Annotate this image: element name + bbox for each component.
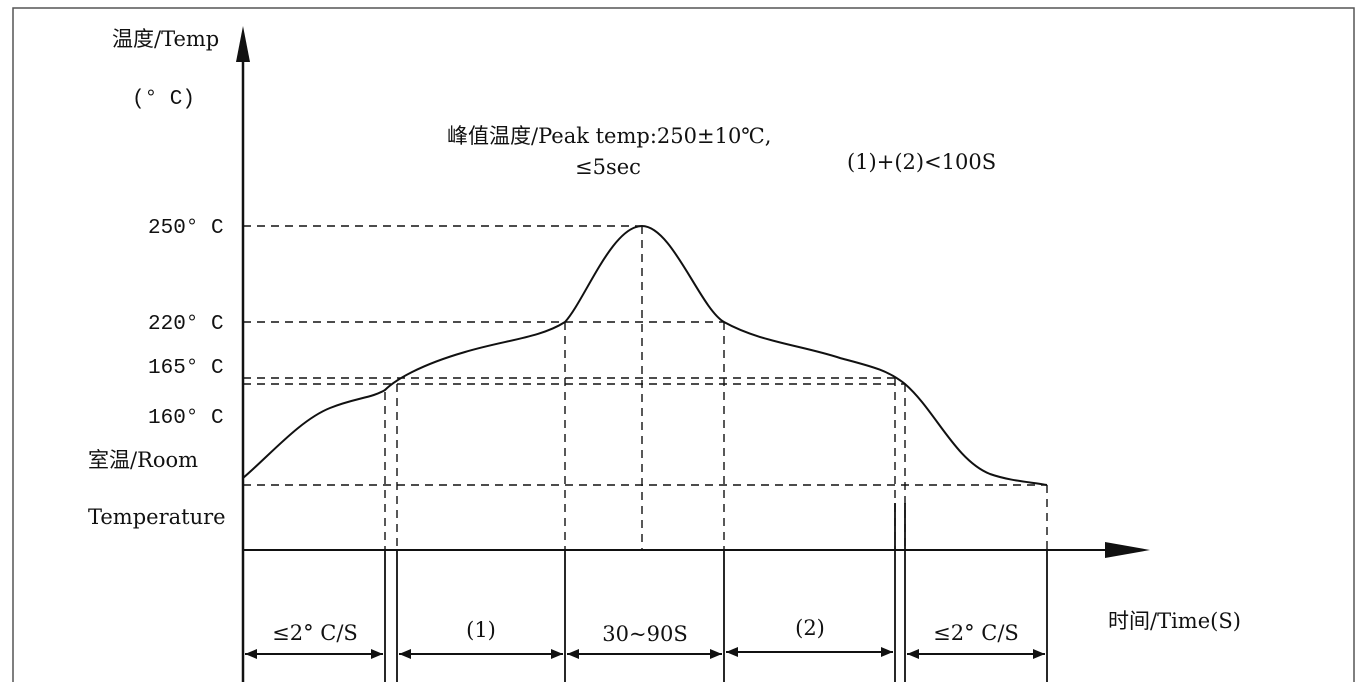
tick-label-220: 220° C — [148, 313, 224, 336]
figure-frame — [13, 8, 1354, 682]
tick-label-160: 160° C — [148, 407, 224, 430]
horizontal-reference-lines — [243, 226, 1047, 485]
vertical-reference-lines — [385, 226, 1047, 550]
interval-label-2: (1) — [466, 618, 496, 642]
tick-label-165: 165° C — [148, 357, 224, 380]
peak-temp-annotation: 峰值温度/Peak temp:250±10℃, — [447, 124, 771, 148]
interval-boundaries — [385, 503, 1047, 682]
y-axis-unit: (° C) — [132, 88, 195, 111]
tick-label-250: 250° C — [148, 217, 224, 240]
x-axis-title: 时间/Time(S) — [1108, 609, 1241, 633]
interval-arrows — [245, 652, 1045, 654]
interval-label-1: ≤2° C/S — [272, 621, 358, 645]
peak-time-annotation: ≤5sec — [575, 155, 641, 179]
y-axis-title: 温度/Temp — [112, 27, 219, 51]
interval-label-4: (2) — [795, 616, 825, 640]
room-temp-label-line1: 室温/Room — [88, 448, 198, 472]
x-axis-arrow — [1105, 542, 1150, 558]
temperature-profile-curve — [243, 226, 1047, 485]
interval-sum-annotation: (1)+(2)<100S — [847, 150, 996, 174]
interval-label-3: 30~90S — [602, 622, 687, 646]
room-temp-label-line2: Temperature — [88, 505, 226, 529]
y-axis-arrow — [236, 26, 250, 62]
interval-label-5: ≤2° C/S — [933, 621, 1019, 645]
